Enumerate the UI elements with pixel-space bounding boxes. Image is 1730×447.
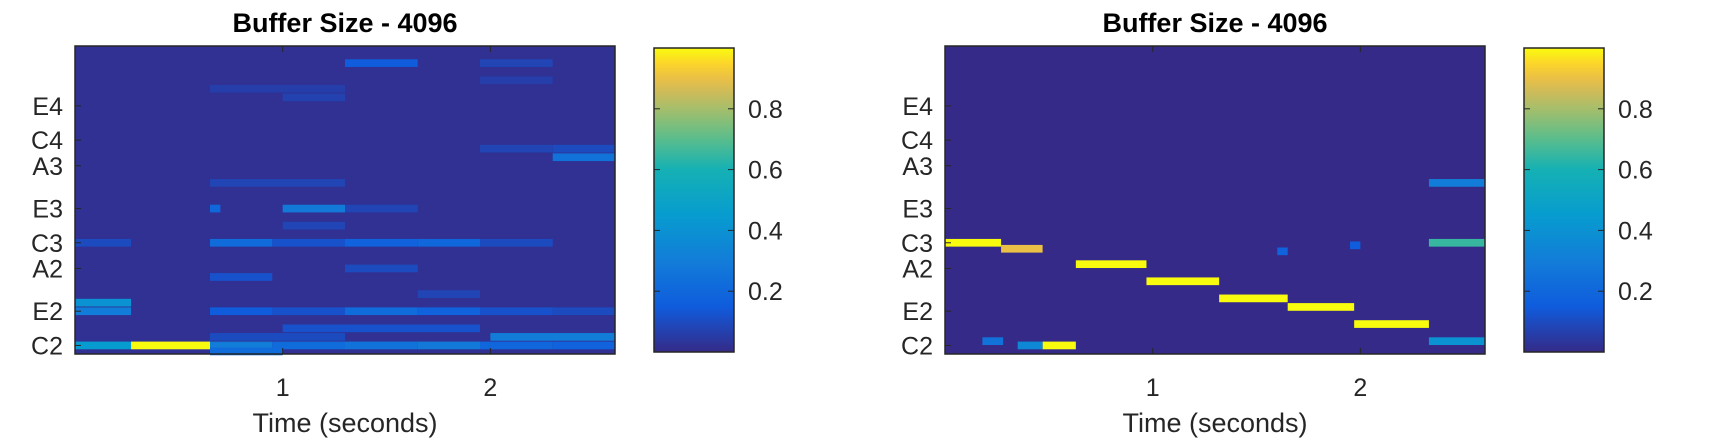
- heatmap-cell: [480, 144, 553, 153]
- heatmap-cell: [417, 341, 480, 350]
- heatmap-cell: [75, 341, 132, 350]
- heatmap-cell: [272, 238, 345, 247]
- heatmap-cell: [210, 273, 273, 281]
- heatmap-cell: [282, 221, 345, 230]
- y-tick-label: E4: [32, 93, 63, 121]
- colorbar-tick-label: 0.2: [1618, 278, 1653, 306]
- colorbar-tick-label: 0.6: [1618, 157, 1653, 185]
- heatmap-cell: [75, 238, 132, 247]
- colorbar: [653, 47, 735, 353]
- y-tick-label: C2: [31, 332, 63, 360]
- y-tick-label: A3: [902, 153, 933, 181]
- heatmap-cell: [282, 204, 345, 213]
- heatmap-cell: [345, 204, 418, 213]
- colorbar-tick-label: 0.8: [1618, 96, 1653, 124]
- x-axis-label: Time (seconds): [252, 408, 437, 438]
- heatmap-background: [945, 46, 1485, 354]
- heatmap-cell: [480, 307, 553, 316]
- heatmap-cell: [1075, 260, 1147, 269]
- heatmap-cell: [480, 76, 553, 85]
- x-tick-label: 1: [1146, 374, 1160, 402]
- heatmap-cell: [552, 144, 615, 153]
- heatmap-cell: [210, 179, 345, 187]
- heatmap-cell: [552, 341, 615, 350]
- heatmap-cell: [1017, 341, 1043, 350]
- y-tick-label: A3: [32, 153, 63, 181]
- colorbar-tick-label: 0.8: [748, 96, 783, 124]
- heatmap-cell: [345, 264, 418, 273]
- heatmap-cell: [345, 238, 418, 247]
- heatmap-cell: [345, 341, 418, 350]
- heatmap-cell: [210, 307, 273, 316]
- heatmap-cell: [1219, 294, 1288, 303]
- heatmap-cell: [345, 307, 418, 316]
- heatmap-cell: [1428, 238, 1485, 247]
- heatmap-cell: [1350, 241, 1361, 250]
- heatmap-cell: [1354, 320, 1429, 328]
- heatmap-cell: [480, 238, 553, 247]
- heatmap-cell: [75, 307, 132, 316]
- heatmap-cell: [417, 238, 480, 247]
- colorbar: [1523, 47, 1605, 353]
- y-tick-label: A2: [902, 255, 933, 283]
- x-tick-label: 2: [1353, 374, 1367, 402]
- heatmap-cell: [490, 333, 615, 341]
- heatmap-cell: [131, 341, 210, 350]
- y-tick-label: C4: [31, 127, 63, 155]
- heatmap-cell: [210, 204, 221, 213]
- x-axis-label: Time (seconds): [1122, 408, 1307, 438]
- y-tick-label: C2: [901, 332, 933, 360]
- y-tick-label: C3: [901, 230, 933, 258]
- y-tick-label: C4: [901, 127, 933, 155]
- heatmap-cell: [552, 153, 615, 162]
- heatmap-cell: [210, 347, 283, 356]
- heatmap-cell: [417, 290, 480, 298]
- heatmap-cell: [1428, 337, 1485, 346]
- y-tick-label: E4: [902, 93, 933, 121]
- x-tick-label: 1: [276, 374, 290, 402]
- heatmap-cell: [210, 238, 273, 247]
- heatmap-cell: [282, 93, 345, 102]
- y-tick-label: E3: [902, 196, 933, 224]
- heatmap-cell: [282, 324, 480, 333]
- x-tick-label: 2: [483, 374, 497, 402]
- colorbar-tick-label: 0.4: [748, 217, 783, 245]
- heatmap-cell: [210, 84, 345, 93]
- y-tick-label: A2: [32, 255, 63, 283]
- heatmap-cell: [1287, 303, 1355, 311]
- heatmap-cell: [210, 341, 273, 350]
- heatmap-cell: [552, 307, 615, 316]
- heatmap-cell: [1428, 179, 1485, 187]
- heatmap-cell: [75, 298, 132, 307]
- colorbar-tick-label: 0.2: [748, 278, 783, 306]
- heatmap-cell: [345, 59, 418, 67]
- heatmap-cell: [1146, 277, 1220, 286]
- axes-frame: [74, 45, 616, 355]
- y-tick-label: E3: [32, 196, 63, 224]
- chart-panel-left: Buffer Size - 4096 C2 E2 A2 C3 E3 A3 C4 E4 1 2 Time…: [0, 0, 860, 442]
- heatmap-cell: [417, 307, 480, 316]
- y-tick-label: C3: [31, 230, 63, 258]
- y-tick-label: E2: [32, 298, 63, 326]
- colorbar-tick-label: 0.4: [1618, 217, 1653, 245]
- heatmap-cell: [945, 238, 1002, 247]
- heatmap-cell: [480, 59, 553, 67]
- heatmap-cell: [1042, 341, 1076, 350]
- heatmap-cell: [1001, 244, 1043, 253]
- heatmap-cell: [272, 307, 345, 316]
- chart-panel-right: Buffer Size - 4096 C2 E2 A2 C3 E3 A3 C4 E4 1 2 Time…: [870, 0, 1730, 442]
- chart-title: Buffer Size - 4096: [232, 8, 457, 38]
- heatmap-cell: [210, 333, 345, 341]
- heatmap-cell: [480, 341, 553, 350]
- colorbar-tick-label: 0.6: [748, 157, 783, 185]
- axes-frame: [944, 45, 1486, 355]
- heatmap-cell: [1277, 247, 1288, 256]
- y-tick-label: E2: [902, 298, 933, 326]
- heatmap-cell: [982, 337, 1004, 346]
- heatmap-cell: [272, 341, 345, 350]
- chart-title: Buffer Size - 4096: [1102, 8, 1327, 38]
